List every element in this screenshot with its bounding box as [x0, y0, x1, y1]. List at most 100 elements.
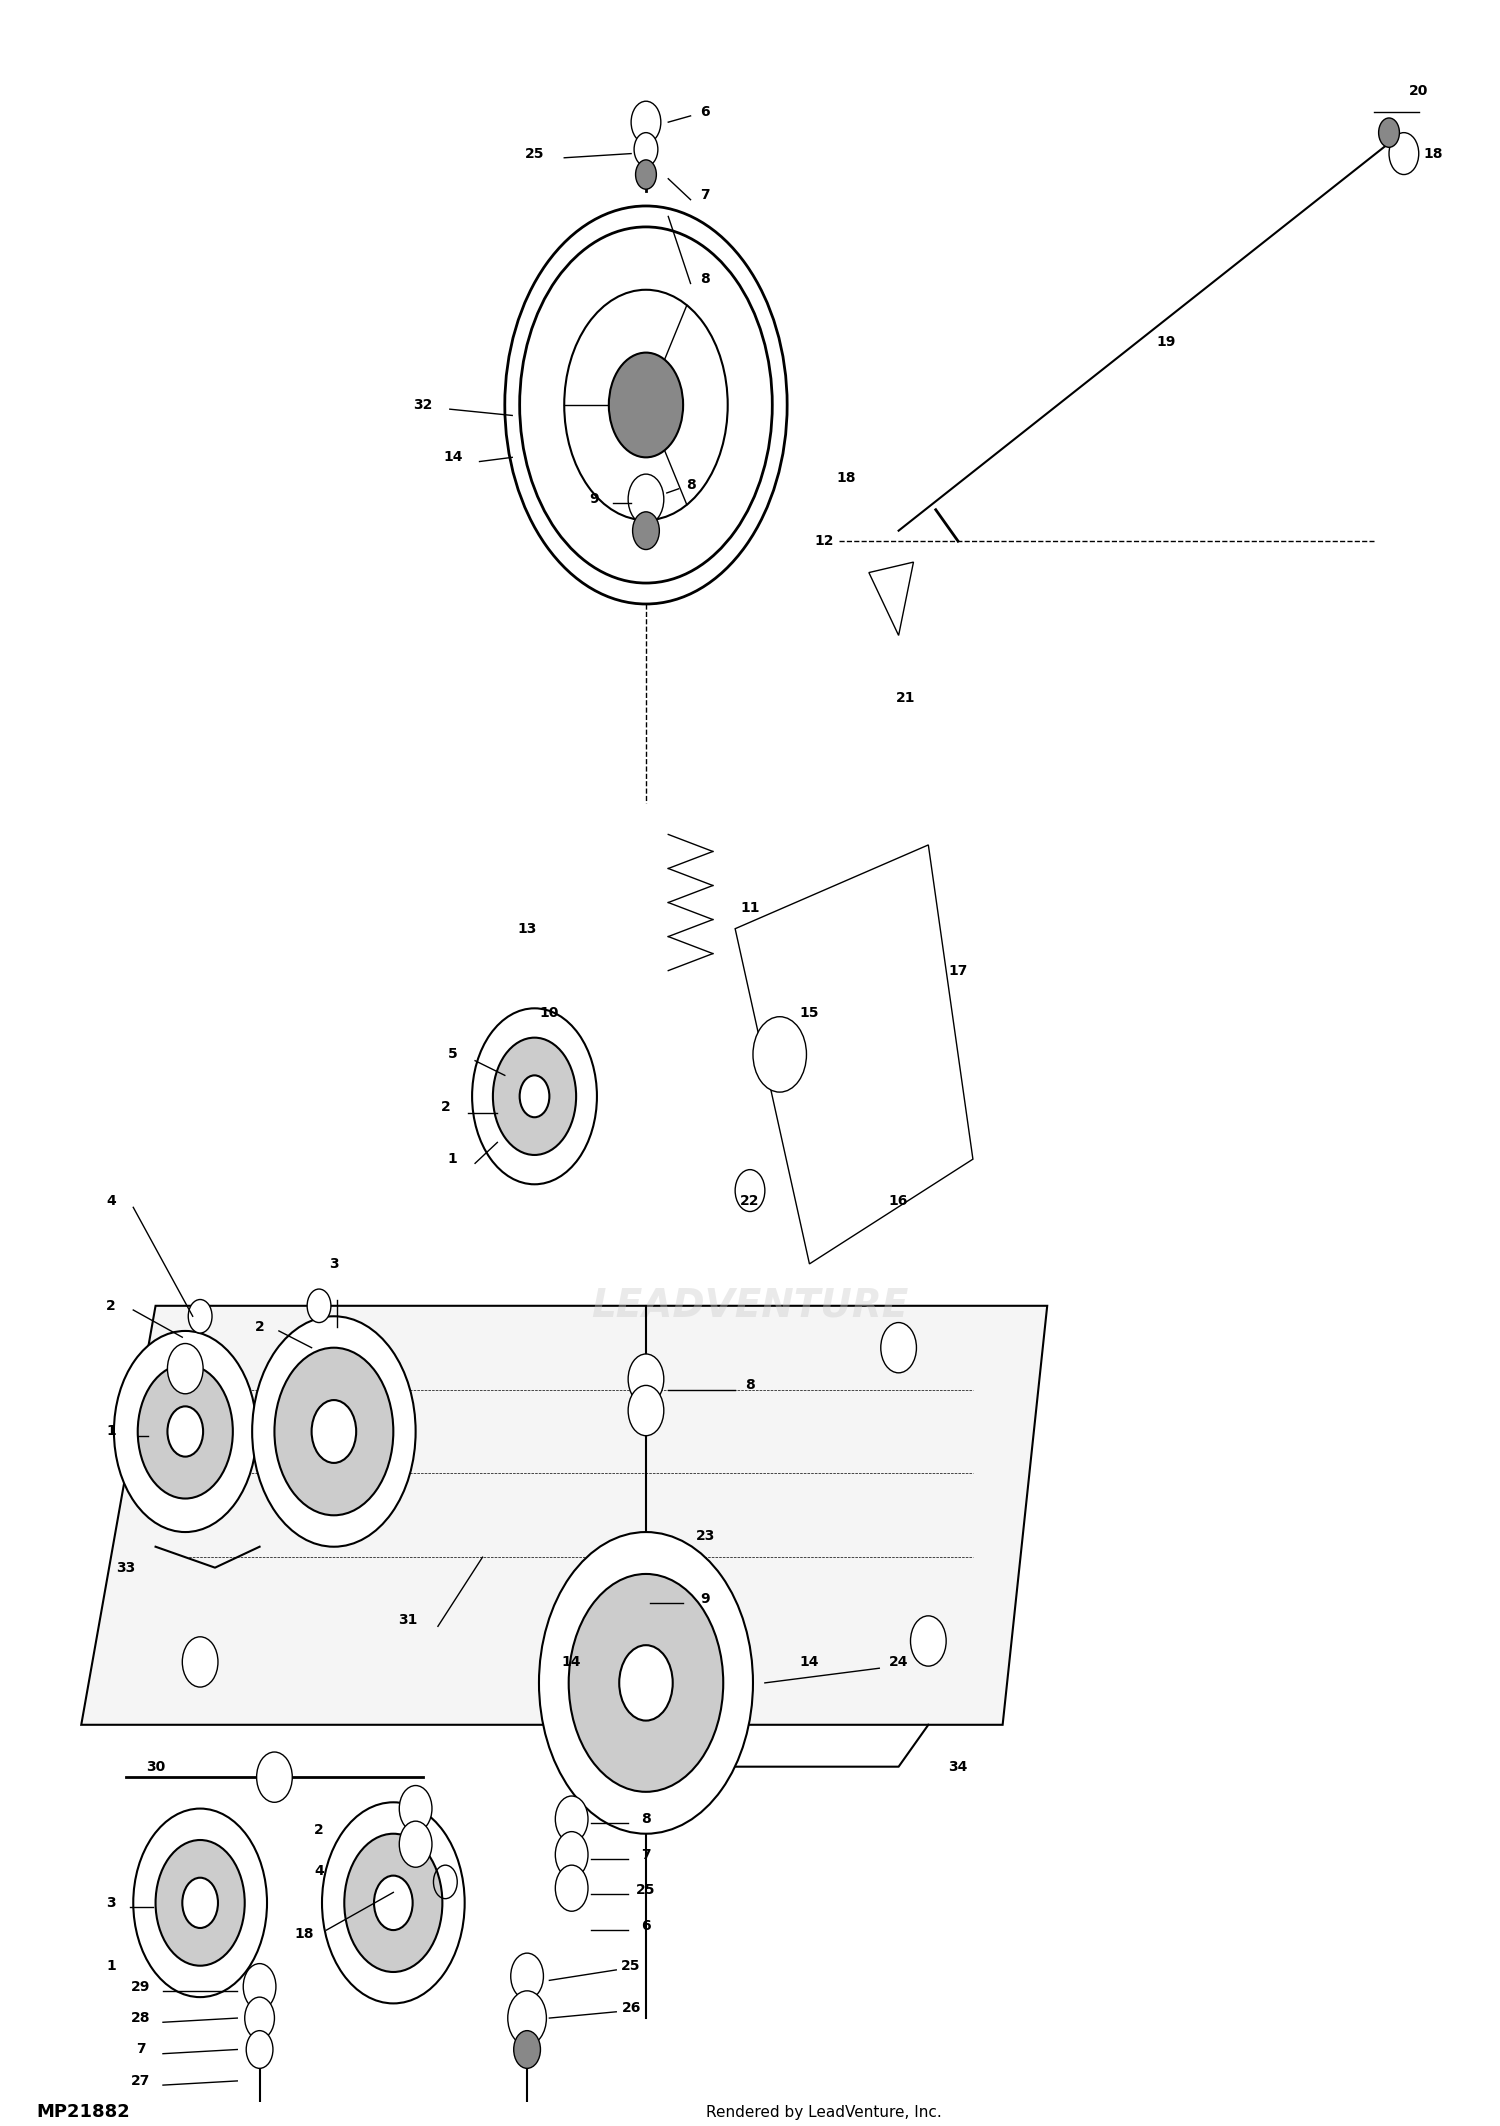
Text: 31: 31	[399, 1614, 418, 1626]
Text: 7: 7	[700, 189, 709, 202]
Circle shape	[538, 1533, 753, 1835]
Circle shape	[1389, 132, 1419, 174]
Circle shape	[555, 1833, 588, 1877]
Circle shape	[632, 102, 662, 142]
Circle shape	[183, 1637, 218, 1688]
Circle shape	[509, 1990, 546, 2045]
Circle shape	[633, 512, 660, 549]
Text: 1: 1	[106, 1424, 116, 1439]
Circle shape	[1378, 117, 1400, 147]
Circle shape	[168, 1407, 202, 1456]
Text: 8: 8	[640, 1811, 651, 1826]
Text: LEADVENTURE: LEADVENTURE	[591, 1286, 909, 1324]
Circle shape	[555, 1865, 588, 1911]
Circle shape	[308, 1288, 332, 1322]
Circle shape	[494, 1037, 576, 1154]
Circle shape	[519, 1076, 549, 1118]
Circle shape	[156, 1839, 244, 1967]
Text: 21: 21	[897, 691, 916, 706]
Circle shape	[513, 2030, 540, 2069]
Text: 25: 25	[525, 147, 544, 162]
Text: 26: 26	[621, 2001, 640, 2015]
Circle shape	[244, 1996, 274, 2039]
Text: 10: 10	[540, 1006, 560, 1020]
Text: 7: 7	[640, 1847, 651, 1862]
Circle shape	[138, 1365, 232, 1499]
Text: 18: 18	[1424, 147, 1443, 162]
Circle shape	[399, 1822, 432, 1867]
Text: 17: 17	[948, 963, 968, 978]
Text: 5: 5	[448, 1048, 458, 1061]
Circle shape	[510, 1954, 543, 1998]
Circle shape	[256, 1752, 292, 1803]
Text: 4: 4	[106, 1195, 116, 1208]
Text: 25: 25	[636, 1884, 656, 1896]
Text: 29: 29	[130, 1979, 150, 1994]
Circle shape	[183, 1877, 218, 1928]
Text: 28: 28	[130, 2011, 150, 2026]
Text: 2: 2	[255, 1320, 264, 1333]
Text: 14: 14	[442, 451, 462, 463]
Circle shape	[472, 1008, 597, 1184]
Polygon shape	[81, 1305, 1047, 1724]
Text: 6: 6	[700, 104, 709, 119]
Circle shape	[168, 1344, 202, 1395]
Circle shape	[374, 1875, 413, 1930]
Text: 8: 8	[700, 272, 711, 287]
Circle shape	[609, 353, 682, 457]
Text: 24: 24	[890, 1654, 909, 1669]
Circle shape	[753, 1016, 807, 1093]
Text: 18: 18	[837, 472, 856, 485]
Circle shape	[628, 1354, 664, 1405]
Circle shape	[252, 1316, 416, 1548]
Text: 11: 11	[741, 901, 759, 914]
Circle shape	[636, 159, 657, 189]
Circle shape	[620, 1646, 672, 1720]
Text: 27: 27	[130, 2075, 150, 2088]
Text: 1: 1	[106, 1958, 116, 1973]
Text: 2: 2	[441, 1099, 450, 1114]
Circle shape	[243, 1964, 276, 2009]
Text: 25: 25	[621, 1958, 640, 1973]
Text: 33: 33	[116, 1560, 135, 1575]
Text: 18: 18	[294, 1928, 314, 1941]
Text: 23: 23	[696, 1529, 715, 1543]
Circle shape	[189, 1299, 211, 1333]
Text: 6: 6	[640, 1920, 651, 1933]
Circle shape	[628, 1386, 664, 1435]
Circle shape	[134, 1809, 267, 1996]
Text: 7: 7	[136, 2043, 146, 2056]
Circle shape	[345, 1835, 442, 1973]
Circle shape	[568, 1573, 723, 1792]
Circle shape	[246, 2030, 273, 2069]
Text: 2: 2	[106, 1299, 116, 1312]
Circle shape	[322, 1803, 465, 2003]
Text: 20: 20	[1408, 83, 1428, 98]
Text: 14: 14	[800, 1654, 819, 1669]
Text: 4: 4	[314, 1865, 324, 1879]
Text: 1: 1	[448, 1152, 458, 1167]
Text: 34: 34	[948, 1760, 968, 1773]
Text: 9: 9	[700, 1592, 709, 1605]
Circle shape	[628, 474, 664, 525]
Text: Rendered by LeadVenture, Inc.: Rendered by LeadVenture, Inc.	[706, 2105, 942, 2120]
Text: 14: 14	[562, 1654, 582, 1669]
Text: 32: 32	[414, 398, 432, 412]
Text: 8: 8	[686, 478, 696, 491]
Circle shape	[555, 1796, 588, 1841]
Text: 22: 22	[741, 1195, 759, 1208]
Text: 3: 3	[328, 1256, 339, 1271]
Circle shape	[910, 1616, 946, 1667]
Circle shape	[634, 132, 658, 166]
Text: 19: 19	[1156, 336, 1176, 349]
Text: 8: 8	[746, 1378, 754, 1393]
Text: 3: 3	[106, 1896, 116, 1909]
Text: MP21882: MP21882	[36, 2103, 130, 2122]
Circle shape	[735, 1169, 765, 1212]
Text: 9: 9	[590, 493, 598, 506]
Text: 15: 15	[800, 1006, 819, 1020]
Text: 13: 13	[518, 923, 537, 935]
Text: 30: 30	[146, 1760, 165, 1773]
Circle shape	[274, 1348, 393, 1516]
Circle shape	[399, 1786, 432, 1833]
